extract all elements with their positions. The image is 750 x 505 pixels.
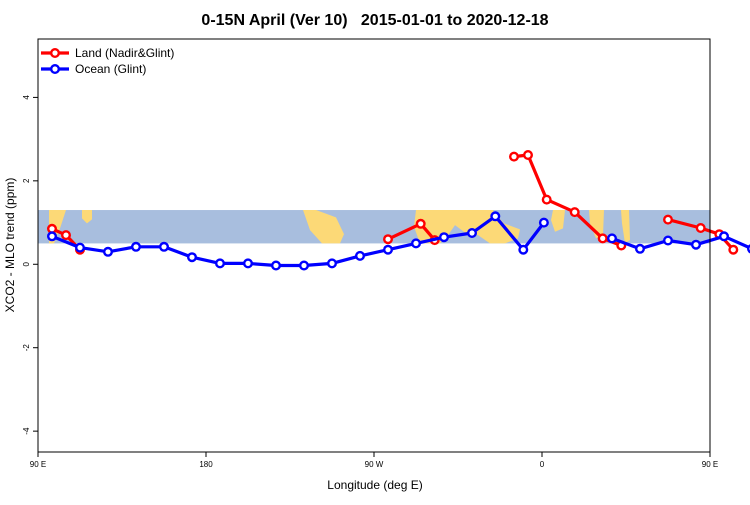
data-point: [299, 260, 310, 271]
y-tick-label: 2: [22, 178, 31, 183]
data-point: [102, 246, 113, 257]
land-borneo: [82, 210, 92, 224]
data-point: [271, 260, 282, 271]
y-tick-label: -2: [22, 344, 31, 352]
data-point: [214, 258, 225, 269]
data-point: [186, 252, 197, 263]
data-point: [597, 233, 608, 244]
legend: Land (Nadir&Glint) Ocean (Glint): [41, 46, 174, 76]
data-point: [327, 258, 338, 269]
data-point: [415, 218, 426, 229]
data-point: [569, 207, 580, 218]
data-point: [74, 242, 85, 253]
land-india: [551, 210, 565, 232]
data-point: [61, 230, 72, 241]
data-point: [538, 217, 549, 228]
x-tick-label: 90 E: [30, 460, 46, 469]
series-line: [611, 234, 750, 251]
data-point: [509, 151, 520, 162]
data-point: [728, 244, 739, 255]
data-point: [635, 243, 646, 254]
x-tick-label: 90 E: [702, 460, 718, 469]
data-point: [518, 244, 529, 255]
data-point: [663, 235, 674, 246]
x-axis-label: Longitude (deg E): [327, 478, 422, 492]
data-point: [242, 258, 253, 269]
land-south-america: [303, 210, 344, 244]
land-southeast-asia: [589, 210, 604, 239]
data-point: [130, 241, 141, 252]
legend-label: Ocean (Glint): [75, 62, 146, 76]
data-point: [719, 231, 730, 242]
x-tick-label: 0: [540, 460, 545, 469]
x-tick-label: 90 W: [365, 460, 384, 469]
data-point: [467, 227, 478, 238]
y-tick-label: 4: [22, 95, 31, 100]
y-tick-label: 0: [22, 261, 31, 266]
legend-label: Land (Nadir&Glint): [75, 46, 174, 60]
data-point: [47, 231, 58, 242]
data-point: [607, 233, 618, 244]
data-point: [383, 234, 394, 245]
x-tick-label: 180: [199, 460, 213, 469]
legend-marker: [50, 63, 61, 74]
axes: 90 E 180 90 W 0 90 E -4 -2 0 2 4: [22, 95, 718, 469]
series-ocean: [47, 211, 750, 271]
y-axis-label: XCO2 - MLO trend (ppm): [3, 178, 17, 313]
data-point: [691, 239, 702, 250]
data-point: [523, 149, 534, 160]
data-point: [355, 250, 366, 261]
data-point: [490, 211, 501, 222]
data-point: [663, 214, 674, 225]
legend-marker: [50, 48, 61, 59]
data-point: [695, 222, 706, 233]
data-point: [411, 238, 422, 249]
data-point: [541, 194, 552, 205]
chart-title: 0-15N April (Ver 10) 2015-01-01 to 2020-…: [201, 12, 548, 29]
data-point: [439, 232, 450, 243]
series-layer: [47, 149, 750, 271]
y-tick-label: -4: [22, 427, 31, 435]
data-point: [383, 244, 394, 255]
data-point: [158, 241, 169, 252]
land-philippines: [621, 210, 630, 244]
